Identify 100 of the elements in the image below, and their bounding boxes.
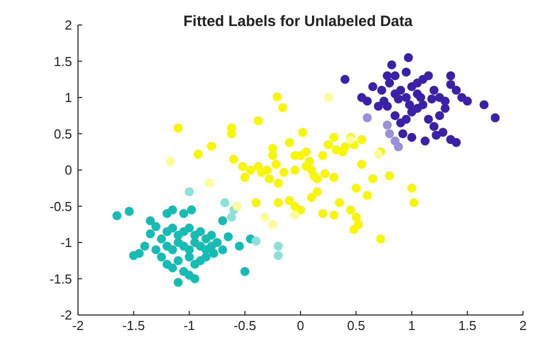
- point: [260, 212, 270, 222]
- point: [362, 96, 372, 106]
- point: [390, 71, 400, 80]
- point: [420, 136, 430, 146]
- y-tick-label: 1: [64, 90, 72, 106]
- point: [201, 252, 210, 262]
- point: [424, 114, 433, 124]
- point: [407, 132, 416, 142]
- point: [402, 68, 411, 77]
- point: [156, 252, 166, 262]
- point: [362, 113, 372, 122]
- x-tick-label: -0.5: [234, 318, 256, 334]
- point: [368, 82, 378, 92]
- y-tick-label: 2: [64, 18, 72, 33]
- point: [405, 100, 414, 110]
- point: [124, 206, 134, 216]
- x-tick-label: -1: [183, 318, 196, 334]
- point: [209, 248, 218, 258]
- point: [379, 96, 388, 106]
- point: [168, 224, 178, 232]
- point: [424, 71, 433, 80]
- point: [374, 150, 383, 159]
- point: [452, 86, 461, 95]
- point: [430, 86, 438, 95]
- point: [218, 245, 228, 254]
- point: [274, 242, 283, 251]
- point: [129, 251, 138, 260]
- x-tick-label: 1: [408, 318, 416, 334]
- point: [186, 205, 196, 214]
- point: [382, 71, 392, 80]
- point: [274, 251, 283, 260]
- point: [240, 267, 250, 276]
- point: [340, 74, 350, 84]
- point: [162, 209, 172, 218]
- point: [346, 135, 356, 144]
- point: [252, 236, 260, 246]
- point: [151, 245, 160, 254]
- x-tick-label: 1.5: [458, 318, 476, 334]
- point: [390, 111, 400, 120]
- point: [227, 212, 236, 222]
- point: [174, 256, 183, 266]
- point: [166, 156, 175, 166]
- y-tick-label: -1: [60, 235, 72, 250]
- point: [290, 210, 300, 220]
- point: [207, 230, 216, 240]
- point: [462, 96, 472, 106]
- chart-title: Fitted Labels for Unlabeled Data: [182, 13, 414, 30]
- point: [196, 227, 205, 236]
- point: [179, 209, 188, 218]
- point: [268, 220, 278, 229]
- point: [218, 216, 228, 226]
- point: [174, 278, 183, 287]
- point: [404, 53, 413, 62]
- point: [402, 93, 411, 102]
- point: [435, 111, 444, 120]
- point: [418, 100, 428, 110]
- point: [224, 232, 233, 242]
- point: [398, 129, 408, 138]
- y-tick-label: 1.5: [54, 54, 72, 69]
- point: [446, 80, 456, 89]
- point: [440, 104, 450, 113]
- point: [146, 229, 155, 238]
- point: [385, 78, 394, 88]
- point: [324, 93, 333, 102]
- x-tick-label: 2: [519, 318, 527, 334]
- x-tick-label: -1.5: [122, 318, 145, 334]
- point: [374, 102, 383, 111]
- point: [232, 202, 242, 211]
- point: [151, 222, 160, 232]
- point: [385, 129, 394, 138]
- point: [146, 216, 155, 226]
- y-tick-label: 0.5: [54, 126, 72, 142]
- point: [430, 122, 438, 131]
- y-tick-label: 0: [64, 162, 72, 178]
- point: [432, 130, 441, 140]
- point: [112, 211, 122, 220]
- point: [480, 100, 489, 110]
- point: [490, 113, 500, 122]
- point: [184, 187, 194, 196]
- point: [220, 198, 230, 208]
- x-tick-label: 0.5: [347, 318, 366, 334]
- point: [190, 274, 200, 284]
- point: [446, 71, 456, 80]
- point: [377, 86, 386, 95]
- point: [452, 138, 461, 147]
- point: [204, 178, 214, 188]
- point: [140, 242, 150, 251]
- point: [394, 94, 403, 104]
- point: [416, 93, 426, 102]
- point: [212, 238, 222, 247]
- point: [396, 86, 406, 95]
- point: [382, 120, 392, 130]
- point: [168, 245, 178, 254]
- point: [402, 114, 411, 124]
- point: [427, 94, 436, 104]
- x-tick-label: 0: [296, 318, 304, 334]
- point: [234, 242, 244, 251]
- y-tick-label: -2: [60, 308, 72, 323]
- point: [387, 60, 396, 70]
- point: [184, 252, 194, 262]
